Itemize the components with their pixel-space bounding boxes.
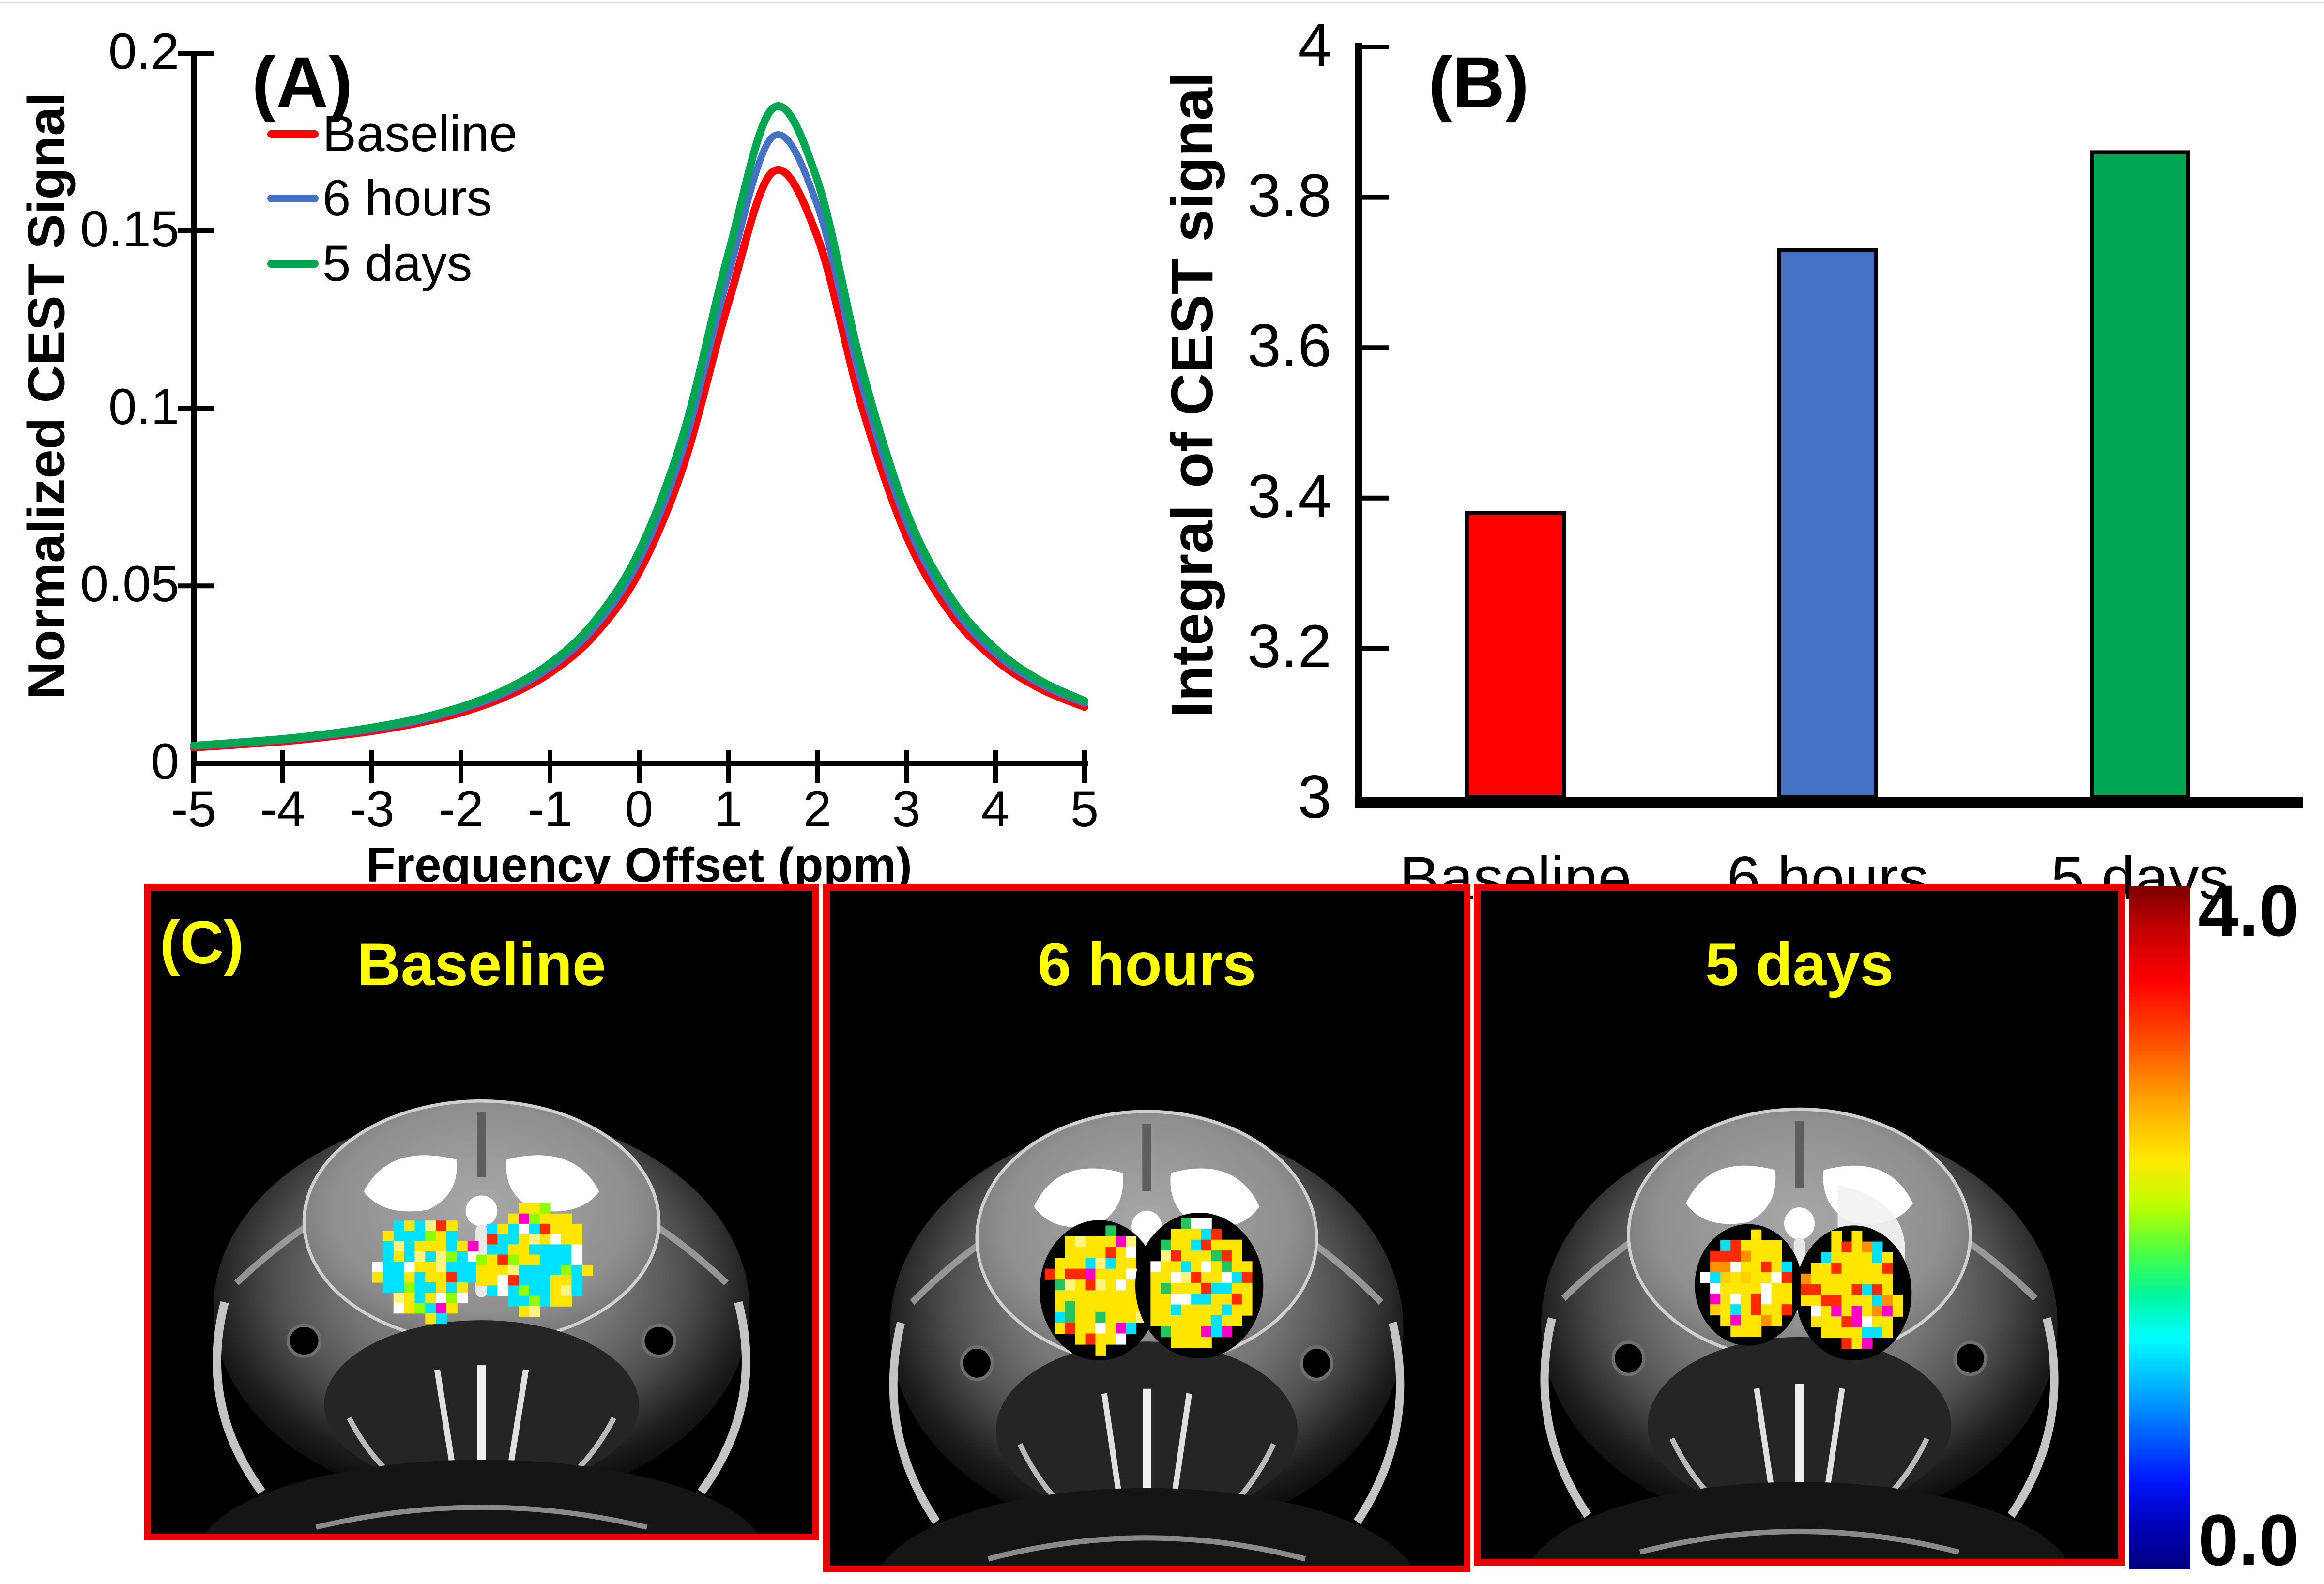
panel-a-y-tick-label: 0 [151, 733, 179, 790]
bar-5-days [2090, 150, 2190, 799]
panel-a-y-tick-label: 0.2 [108, 23, 179, 80]
panel-a-label: (A) [252, 42, 353, 123]
panel-c-label: (C) [160, 909, 244, 976]
panel-a-x-tick-label: 0 [625, 781, 654, 838]
curve-5-days [190, 102, 1088, 750]
mri-title-baseline: Baseline [357, 931, 606, 998]
legend-label-baseline: Baseline [322, 106, 518, 162]
mri-6-hours-graphic [830, 891, 1464, 1566]
mri-title-6-hours: 6 hours [1037, 931, 1256, 998]
panel-b-y-tick-label: 3.8 [1247, 162, 1331, 229]
panel-a-x-tick-label: 3 [892, 781, 921, 838]
mri-image-6-hours [823, 884, 1470, 1572]
window-top-border [0, 2, 2324, 3]
panel-a-y-tick-label: 0.15 [80, 200, 179, 258]
panel-a-x-tick-label: -3 [349, 781, 395, 838]
panel-a-y-tick-label: 0.1 [108, 378, 179, 435]
panel-a-x-tick-label: 5 [1070, 781, 1099, 838]
panel-b-plot [1355, 43, 2303, 808]
legend-label-6-hours: 6 hours [322, 170, 492, 227]
panel-b-y-tick-label: 3.4 [1247, 462, 1331, 530]
legend-swatch-5-days [267, 260, 319, 268]
panel-b-y-tick-label: 3.6 [1247, 312, 1331, 380]
legend-swatch-6-hours [267, 195, 319, 202]
panel-b-label: (B) [1428, 42, 1529, 123]
panel-b-y-tick-label: 3 [1298, 763, 1331, 831]
mri-image-5-days [1474, 884, 2125, 1566]
mri-5-days-graphic [1481, 891, 2118, 1559]
mri-title-5-days: 5 days [1705, 931, 1894, 998]
colorbar-max-label: 4.0 [2198, 870, 2299, 951]
bar-baseline [1465, 511, 1566, 799]
panel-a-x-tick-label: -2 [438, 781, 484, 838]
panel-a-x-tick-label: -4 [260, 781, 306, 838]
charts-layer [178, 43, 2303, 808]
bar-6-hours [1777, 248, 1878, 799]
panel-a-x-tick-label: -5 [171, 781, 216, 838]
colorbar-min-label: 0.0 [2198, 1499, 2299, 1581]
panel-a-x-tick-label: 2 [803, 781, 832, 838]
panel-a-plot [178, 51, 1088, 783]
panel-a-x-tick-label: 1 [714, 781, 743, 838]
panel-a-x-tick-label: 4 [981, 781, 1010, 838]
panel-a-x-axis-title: Frequency Offset (ppm) [366, 838, 912, 892]
legend-label-5-days: 5 days [322, 235, 473, 292]
panel-a-x-tick-label: -1 [527, 781, 573, 838]
panel-b-y-tick-label: 3.2 [1247, 613, 1331, 681]
legend-swatch-baseline [267, 130, 319, 138]
panel-a-y-tick-label: 0.05 [80, 556, 179, 613]
panel-b-y-tick-label: 4 [1298, 12, 1331, 79]
colorbar [2129, 886, 2190, 1569]
mri-baseline-graphic [151, 891, 812, 1534]
panel-b-y-axis-title: Integral of CEST signal [1159, 71, 1225, 718]
mri-image-baseline [144, 884, 819, 1540]
